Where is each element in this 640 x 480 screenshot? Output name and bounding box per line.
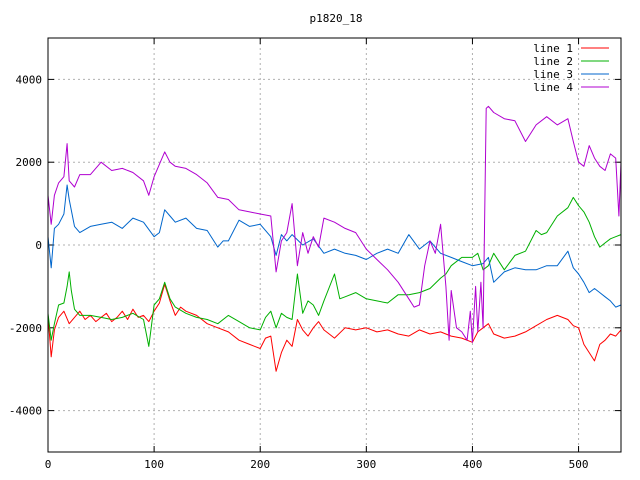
- y-tick-label: -2000: [9, 322, 42, 335]
- x-tick-label: 200: [250, 458, 270, 471]
- x-tick-label: 300: [356, 458, 376, 471]
- y-tick-label: -4000: [9, 405, 42, 418]
- legend-label: line 1: [533, 42, 573, 55]
- x-tick-label: 500: [569, 458, 589, 471]
- series-line-2: [47, 196, 622, 347]
- series-lines: [47, 105, 622, 372]
- series-line-1: [47, 283, 622, 372]
- x-tick-label: 400: [463, 458, 483, 471]
- x-tick-label: 0: [45, 458, 52, 471]
- y-tick-label: 2000: [16, 156, 43, 169]
- plot-frame: [47, 37, 622, 453]
- y-tick-label: 4000: [16, 73, 43, 86]
- series-line-3: [47, 184, 622, 308]
- y-tick-label: 0: [35, 239, 42, 252]
- chart-title: p1820_18: [310, 12, 363, 25]
- series-line-4: [47, 105, 622, 343]
- axes: -4000 -2000 0 2000 4000 0 100 200 300 400 500: [9, 38, 621, 471]
- legend-label: line 3: [533, 68, 573, 81]
- legend-label: line 2: [533, 55, 573, 68]
- gridlines: [47, 38, 621, 452]
- legend-label: line 4: [533, 81, 573, 94]
- x-tick-label: 100: [144, 458, 164, 471]
